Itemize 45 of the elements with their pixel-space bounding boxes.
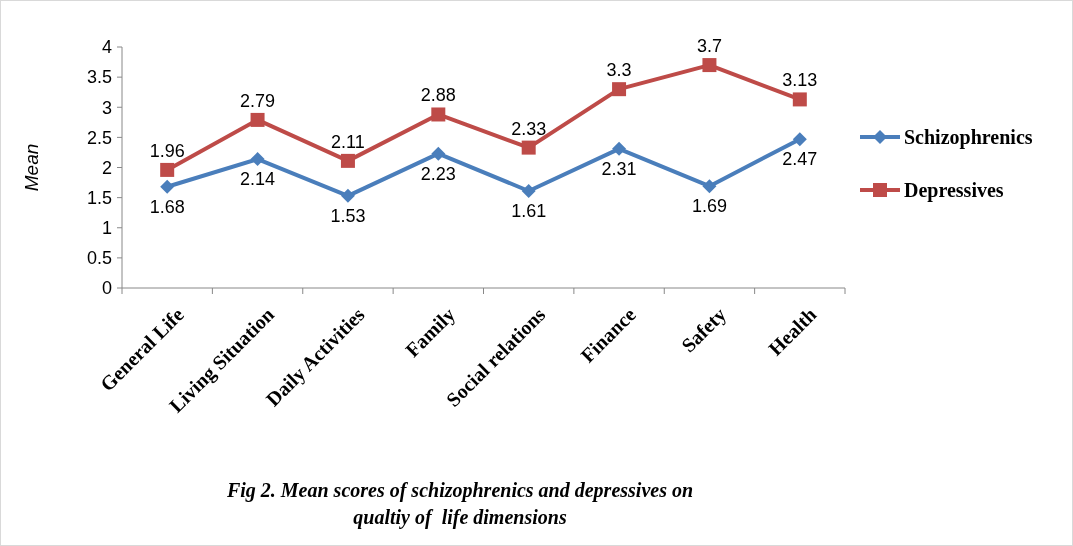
data-label: 2.33: [511, 118, 547, 139]
data-label: 2.23: [420, 163, 456, 184]
point: [250, 112, 265, 127]
data-label: 1.96: [149, 140, 185, 161]
data-label: 2.31: [601, 158, 637, 179]
y-tick-label: 1: [101, 218, 112, 239]
y-tick-label: 3: [101, 97, 112, 118]
data-label: 1.68: [149, 196, 185, 217]
point: [431, 146, 446, 161]
text: Fig 2. Mean scores of schizophrenics and depressives on qualtiy of life dimensions: [225, 479, 694, 529]
data-label: 1.69: [691, 196, 727, 217]
legend-label: Depressives: [904, 179, 1004, 202]
data-label: 2.11: [331, 131, 365, 152]
data-label: 2.79: [240, 90, 276, 111]
point: [792, 92, 807, 107]
y-tick-label: 2: [101, 157, 112, 178]
point: [521, 184, 536, 198]
point: [431, 107, 446, 122]
point: [250, 152, 265, 167]
point: [792, 132, 807, 147]
legend-label: Schizophrenics: [904, 126, 1033, 149]
y-tick-label: 0: [101, 278, 112, 299]
point: [612, 141, 627, 156]
data-label: 1.53: [330, 205, 366, 226]
y-tick-label: 1.5: [86, 187, 112, 208]
data-label: 2.47: [782, 149, 818, 170]
data-label: 1.61: [511, 201, 547, 221]
point: [612, 82, 627, 97]
y-tick-label: 4: [101, 37, 112, 58]
point: [160, 162, 175, 177]
y-tick-label: 3.5: [86, 67, 112, 88]
y-tick-label: 2.5: [86, 127, 112, 148]
data-label: 2.88: [420, 85, 456, 106]
point: [340, 153, 355, 168]
data-label: 3.13: [782, 70, 818, 91]
point: [702, 179, 717, 194]
point: [702, 58, 717, 73]
point: [340, 188, 355, 203]
data-label: 3.7: [696, 36, 722, 57]
y-tick-label: 0.5: [86, 248, 112, 269]
point: [160, 179, 175, 194]
point: [521, 140, 536, 155]
data-label: 3.3: [606, 60, 632, 81]
y-axis-title: Mean: [21, 143, 42, 192]
data-label: 2.14: [240, 169, 276, 190]
